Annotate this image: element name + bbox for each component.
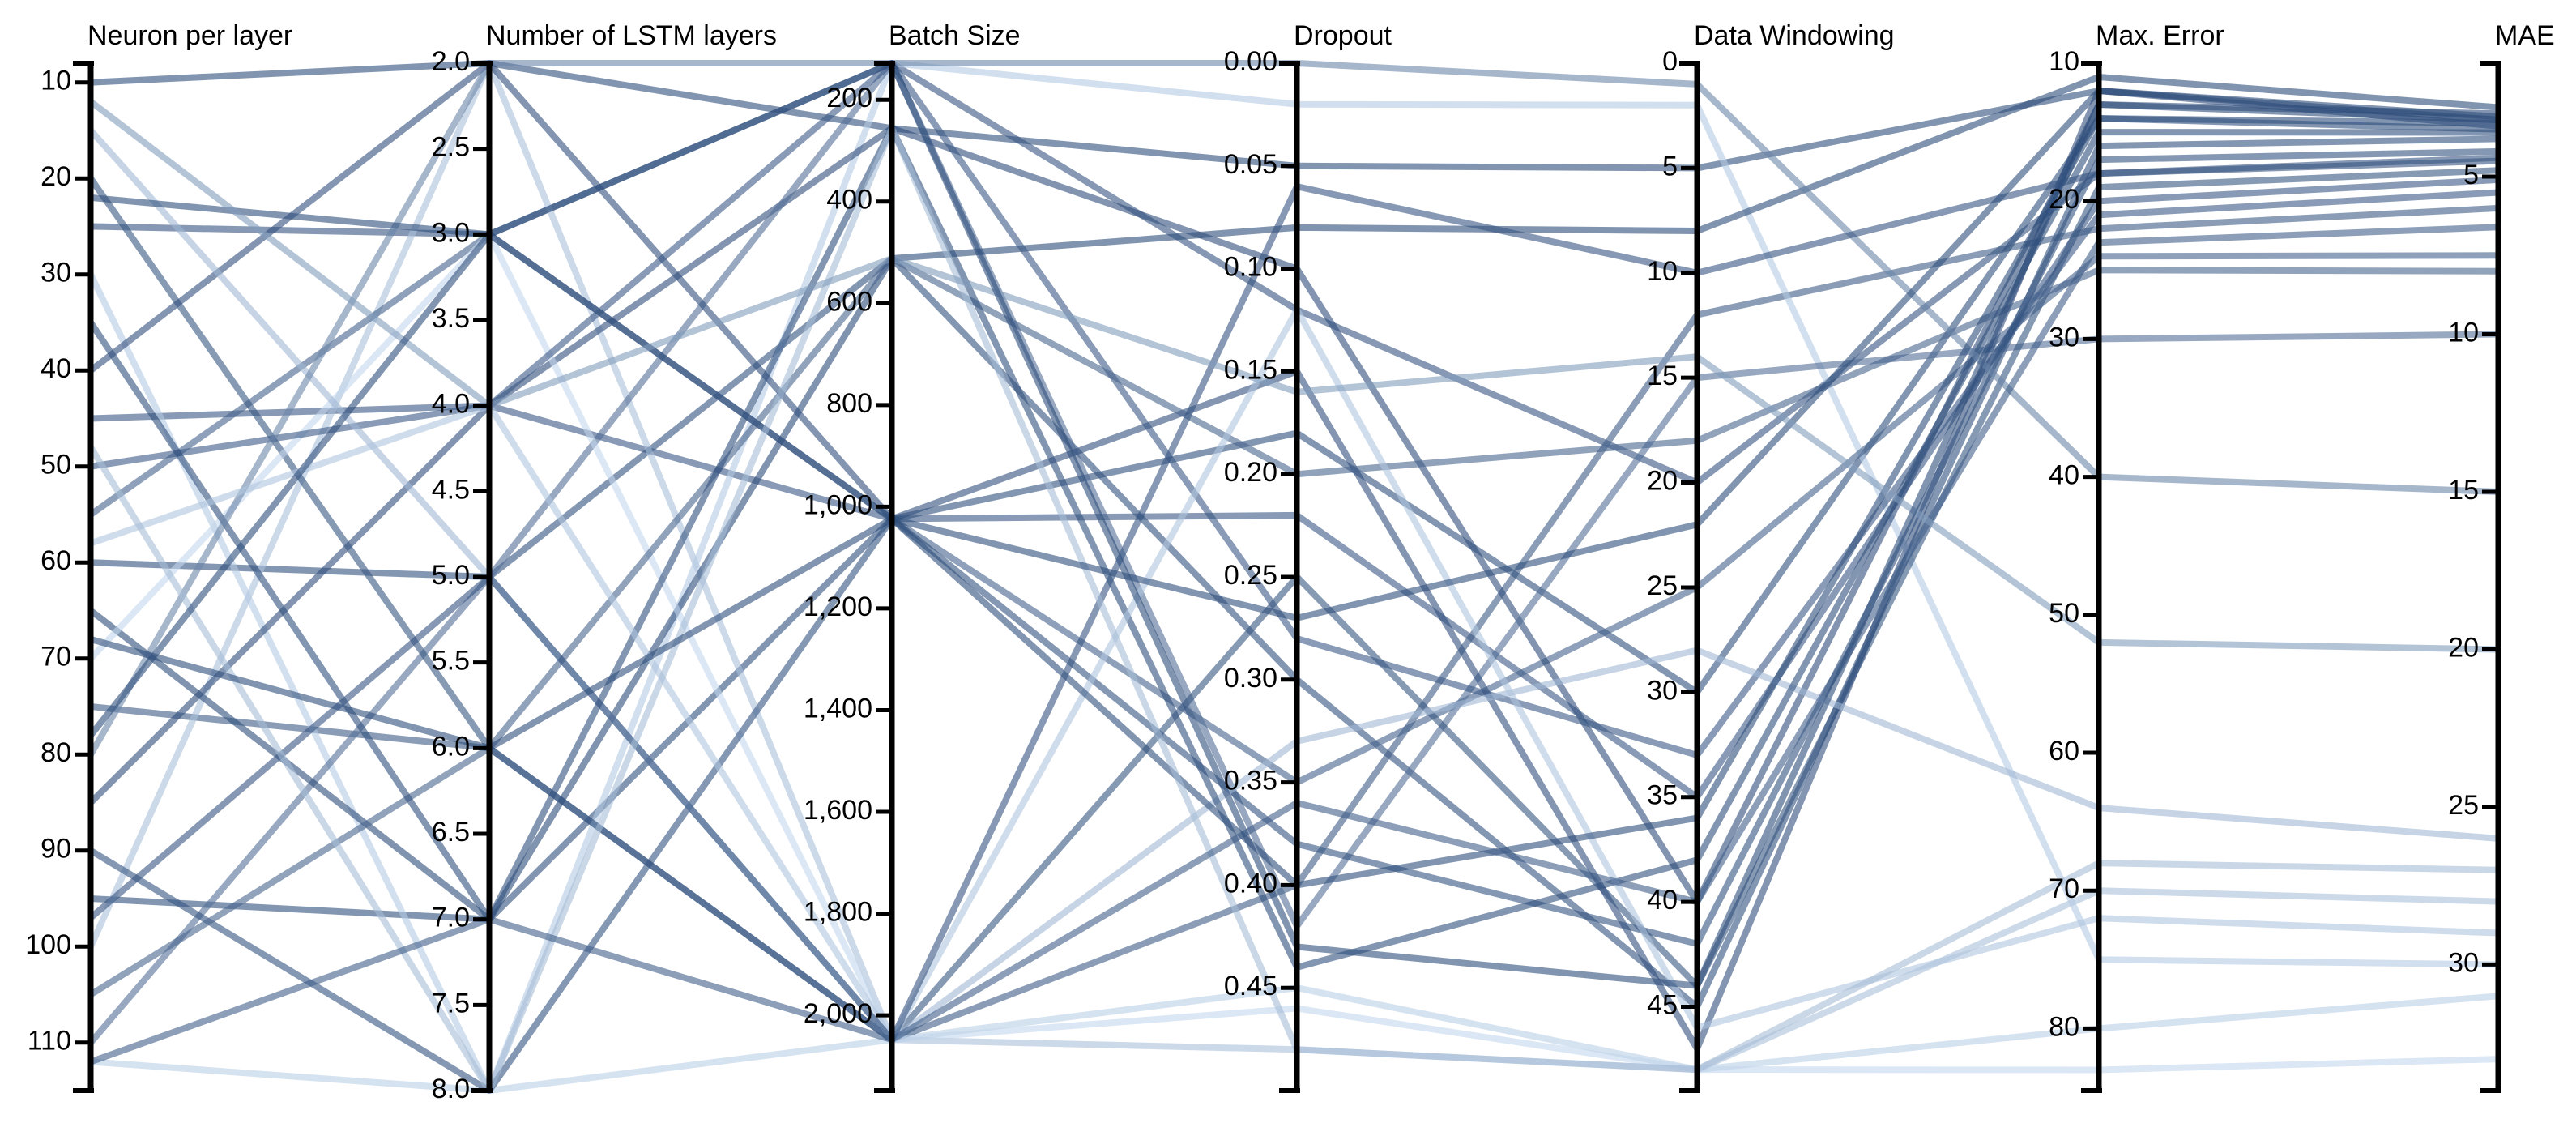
tick-label: 20 (2049, 184, 2079, 215)
tick-label: 70 (2049, 873, 2079, 904)
tick-label: 3.5 (432, 303, 470, 334)
tick-label: 80 (2049, 1011, 2079, 1042)
tick-label: 0.20 (1224, 457, 1277, 488)
tick-label: 800 (826, 388, 872, 419)
tick-label: 1,200 (804, 591, 872, 622)
tick-label: 1,400 (804, 693, 872, 724)
tick-label: 40 (1647, 885, 1678, 916)
tick-label: 0.10 (1224, 252, 1277, 283)
tick-label: 4.0 (432, 389, 470, 420)
axis-title: Batch Size (889, 20, 1021, 51)
tick-label: 5 (1662, 151, 1678, 181)
tick-label: 0.05 (1224, 149, 1277, 180)
tick-label: 35 (1647, 780, 1678, 811)
tick-label: 0.45 (1224, 971, 1277, 1001)
tick-label: 15 (1647, 361, 1678, 391)
tick-label: 20 (1647, 466, 1678, 497)
tick-label: 30 (2448, 947, 2479, 978)
tick-label: 60 (41, 545, 71, 576)
tick-label: 200 (826, 83, 872, 113)
tick-label: 50 (2049, 598, 2079, 629)
tick-label: 10 (41, 66, 71, 96)
tick-label: 5.0 (432, 560, 470, 591)
tick-label: 2,000 (804, 998, 872, 1029)
tick-label: 20 (2448, 632, 2479, 663)
tick-label: 0.15 (1224, 354, 1277, 385)
tick-label: 0.00 (1224, 46, 1277, 77)
tick-label: 5.5 (432, 646, 470, 677)
tick-label: 25 (1647, 570, 1678, 601)
tick-label: 400 (826, 185, 872, 216)
tick-label: 40 (41, 353, 71, 384)
tick-label: 60 (2049, 736, 2079, 766)
tick-label: 0.40 (1224, 868, 1277, 899)
tick-label: 80 (41, 737, 71, 768)
tick-label: 25 (2448, 790, 2479, 821)
tick-label: 20 (41, 161, 71, 192)
tick-label: 90 (41, 834, 71, 865)
axis-title: Neuron per layer (87, 20, 292, 51)
tick-label: 15 (2448, 475, 2479, 506)
tick-label: 2.0 (432, 46, 470, 77)
tick-label: 0.30 (1224, 663, 1277, 694)
tick-label: 70 (41, 642, 71, 673)
tick-label: 30 (2049, 322, 2079, 352)
tick-label: 30 (41, 258, 71, 288)
tick-label: 40 (2049, 460, 2079, 491)
axis-title: Data Windowing (1694, 20, 1895, 51)
tick-label: 4.5 (432, 474, 470, 505)
tick-label: 100 (25, 929, 71, 960)
tick-label: 3.0 (432, 217, 470, 248)
axis-title: Max. Error (2096, 20, 2224, 51)
tick-label: 1,800 (804, 897, 872, 928)
tick-label: 0 (1662, 46, 1678, 77)
axis-title: Dropout (1294, 20, 1392, 51)
tick-label: 600 (826, 286, 872, 317)
tick-label: 6.5 (432, 817, 470, 848)
tick-label: 1,000 (804, 489, 872, 520)
tick-label: 8.0 (432, 1074, 470, 1104)
tick-label: 1,600 (804, 795, 872, 826)
tick-label: 30 (1647, 675, 1678, 706)
tick-label: 6.0 (432, 731, 470, 762)
tick-label: 2.5 (432, 132, 470, 163)
tick-label: 10 (2448, 317, 2479, 348)
tick-label: 10 (2049, 46, 2079, 77)
tick-label: 45 (1647, 989, 1678, 1020)
tick-label: 50 (41, 450, 71, 480)
tick-label: 110 (28, 1026, 71, 1057)
tick-label: 10 (1647, 256, 1678, 287)
tick-label: 7.0 (432, 903, 470, 933)
axis-title: Number of LSTM layers (486, 20, 777, 51)
tick-label: 0.35 (1224, 766, 1277, 796)
tick-label: 7.5 (432, 988, 470, 1018)
tick-label: 0.25 (1224, 560, 1277, 591)
tick-label: 5 (2463, 160, 2479, 190)
axis-title: MAE (2495, 20, 2555, 51)
